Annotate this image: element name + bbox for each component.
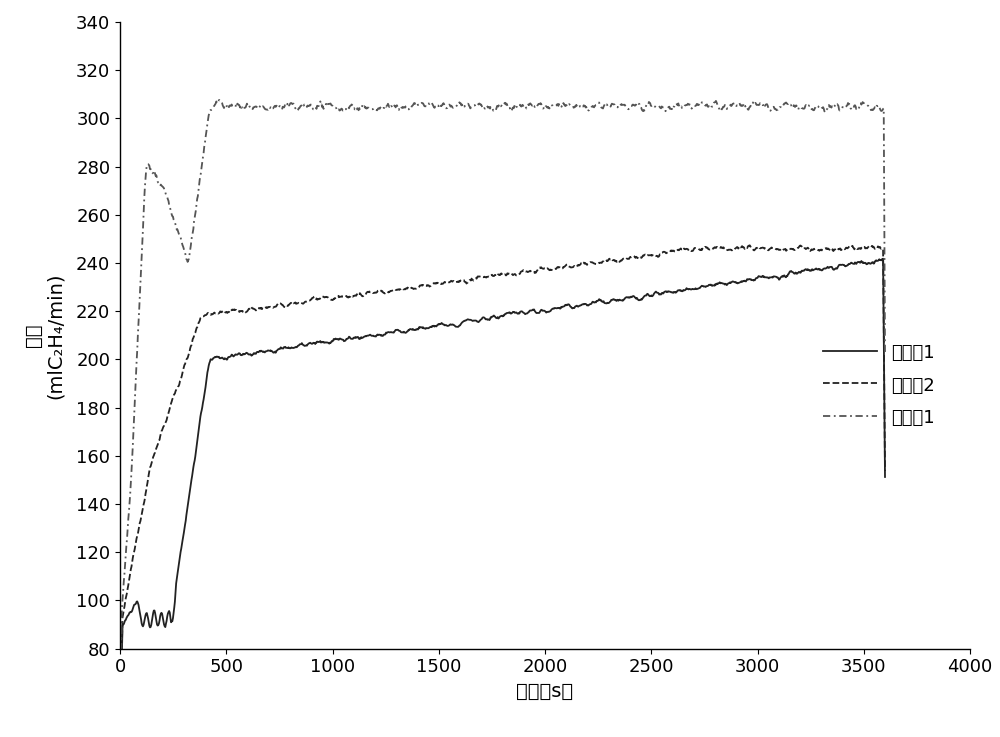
实施例1 [214,96,226,105]
对比例1 [516,307,528,315]
X-axis label: 时间（s）: 时间（s） [516,682,574,701]
Line: 对比例2: 对比例2 [120,245,885,733]
对比例2 [372,287,384,296]
对比例1 [446,321,458,329]
实施例1 [244,102,256,111]
Line: 对比例1: 对比例1 [120,259,885,734]
Y-axis label: 活性
(mlC₂H₄/min): 活性 (mlC₂H₄/min) [24,272,65,399]
对比例2 [879,467,891,475]
实施例1 [517,100,529,109]
Legend: 对比例1, 对比例2, 实施例1: 对比例1, 对比例2, 实施例1 [814,335,944,436]
对比例2 [114,729,126,737]
对比例2 [446,277,458,286]
实施例1 [372,104,384,113]
实施例1 [879,348,891,357]
对比例2 [516,267,528,276]
实施例1 [446,103,458,112]
对比例1 [243,350,255,359]
Line: 实施例1: 实施例1 [120,100,885,732]
对比例2 [532,265,544,273]
对比例1 [532,309,544,318]
对比例1 [879,472,891,481]
实施例1 [114,727,126,736]
对比例1 [215,354,227,363]
对比例2 [215,308,227,317]
对比例1 [877,254,889,263]
实施例1 [216,99,228,108]
对比例2 [744,241,756,250]
对比例2 [243,304,255,313]
对比例1 [114,730,126,737]
实施例1 [533,99,545,108]
对比例1 [372,330,384,339]
